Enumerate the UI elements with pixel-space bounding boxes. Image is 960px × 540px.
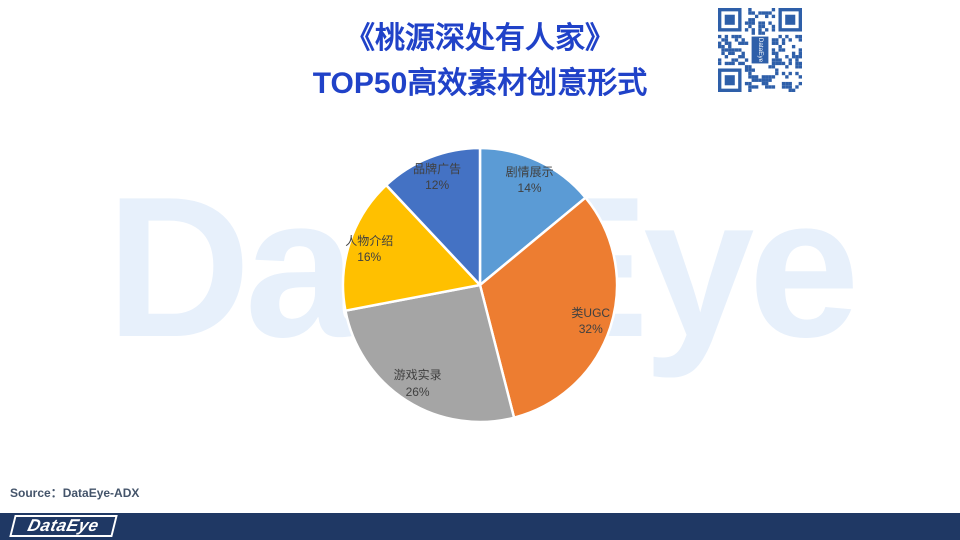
qr-code: DataEye [718,8,802,92]
pie-label-人物介绍: 人物介绍 16% [345,233,394,264]
source-note: Source：DataEye-ADX [10,484,139,501]
pie-slice-品牌广告 [384,146,482,287]
pie-chart: 剧情展示 14% 类UGC 32% 游戏实录 26% 人物介绍 16% 品牌广告 12% [327,132,633,438]
dataeye-logo: DataEye [9,515,118,537]
pie-slice-人物介绍 [341,183,482,312]
source-label: Source： [10,486,63,500]
pie-svg [341,146,619,424]
pie-label-剧情展示: 剧情展示 14% [505,164,554,195]
pie-slice-类UGC [478,196,619,419]
dataeye-logo-text: DataEye [25,516,102,535]
page-title: 《桃源深处有人家》 TOP50高效素材创意形式 [0,16,960,106]
title-line2: TOP50高效素材创意形式 [312,67,648,100]
pie-slice-剧情展示 [478,146,587,287]
pie-label-游戏实录: 游戏实录 26% [393,368,442,399]
source-value: DataEye-ADX [62,486,140,500]
pie-label-类UGC: 类UGC 32% [571,305,611,336]
pie-label-品牌广告: 品牌广告 12% [413,161,462,192]
bottom-bar: DataEye [0,513,960,540]
svg-text:DataEye: DataEye [757,38,764,63]
pie-slice-游戏实录 [344,283,516,424]
title-line1: 《桃源深处有人家》 [345,22,615,55]
